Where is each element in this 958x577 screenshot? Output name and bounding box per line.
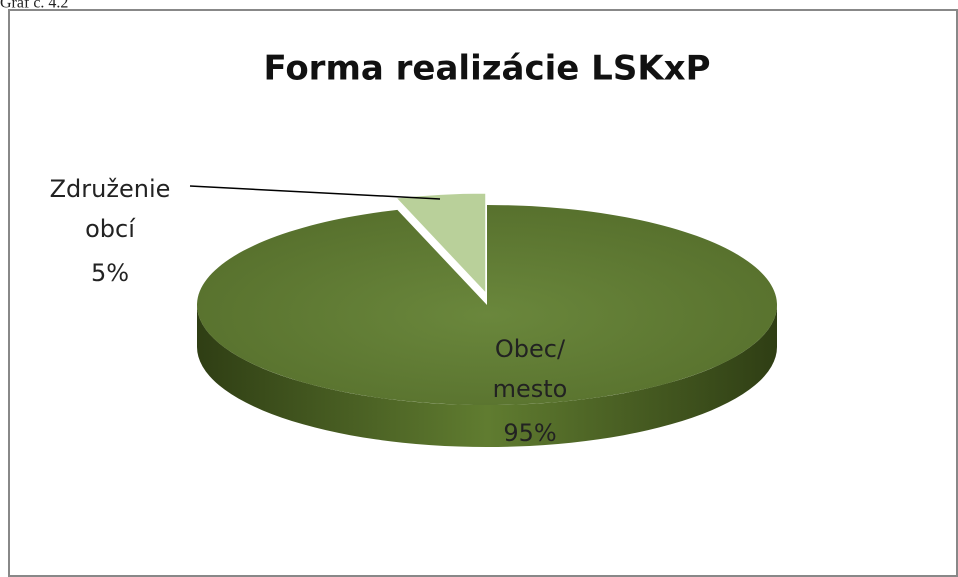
caption: Graf č. 4.2: [0, 0, 68, 12]
pie-slice: [395, 192, 487, 295]
data-label-line: Obec/: [495, 335, 566, 363]
leader-line: [189, 185, 441, 200]
pie-slice: [197, 205, 777, 405]
data-label-line: obcí: [85, 215, 136, 243]
data-label-line: Združenie: [50, 175, 171, 203]
data-label-value: 5%: [91, 259, 129, 287]
chart-title: Forma realizácie LSKxP: [263, 49, 710, 89]
data-label-value: 95%: [503, 419, 556, 447]
pie-slice-side: [197, 305, 777, 447]
chart-frame: [8, 9, 958, 577]
data-label: Združenie obcí: [50, 175, 171, 243]
data-label: Obec/mesto: [493, 335, 568, 403]
data-label-line: mesto: [493, 375, 568, 403]
